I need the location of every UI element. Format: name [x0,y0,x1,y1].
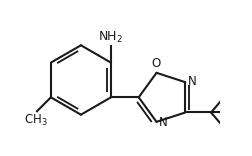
Text: N: N [158,116,167,129]
Text: N: N [187,75,196,88]
Text: O: O [150,57,160,71]
Text: NH$_2$: NH$_2$ [98,30,123,45]
Text: CH$_3$: CH$_3$ [24,113,48,128]
